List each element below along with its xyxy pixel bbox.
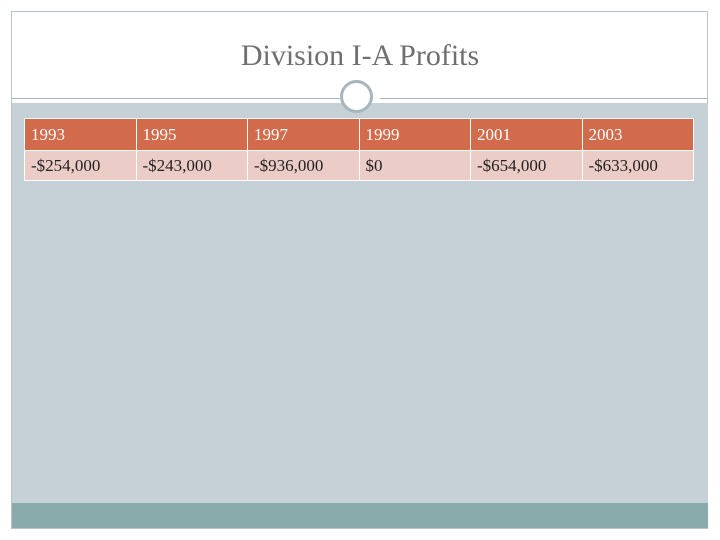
title-divider-right <box>380 98 708 99</box>
year-cell: 2003 <box>581 118 694 151</box>
year-cell: 1999 <box>358 118 471 151</box>
footer-band <box>12 503 708 528</box>
profits-table: 1993 1995 1997 1999 2001 2003 -$254,000 … <box>24 118 694 181</box>
slide-title: Division I-A Profits <box>240 39 480 72</box>
year-cell: 1995 <box>135 118 248 151</box>
profit-cell: $0 <box>358 150 471 181</box>
profit-cell: -$254,000 <box>24 150 137 181</box>
profit-cell: -$243,000 <box>135 150 248 181</box>
profit-cell: -$633,000 <box>581 150 694 181</box>
year-cell: 1997 <box>247 118 360 151</box>
year-cell: 2001 <box>470 118 583 151</box>
divider-circle-ornament <box>340 80 373 113</box>
profit-row: -$254,000 -$243,000 -$936,000 $0 -$654,0… <box>24 150 694 181</box>
year-cell: 1993 <box>24 118 137 151</box>
year-header-row: 1993 1995 1997 1999 2001 2003 <box>24 118 694 151</box>
profit-cell: -$936,000 <box>247 150 360 181</box>
profit-cell: -$654,000 <box>470 150 583 181</box>
title-divider-left <box>12 98 340 99</box>
